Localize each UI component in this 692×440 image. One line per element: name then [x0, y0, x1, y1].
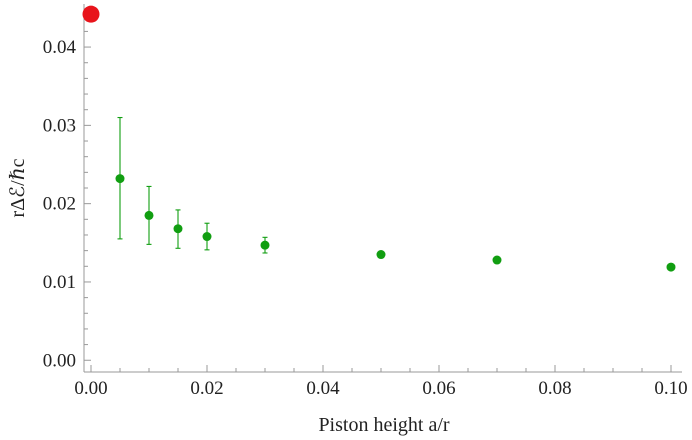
- green-data-point: [376, 250, 386, 260]
- green-data-point: [202, 232, 212, 242]
- x-axis-label: Piston height a/r: [318, 414, 449, 436]
- ticks: [84, 15, 672, 372]
- data-points: [82, 5, 676, 272]
- x-tick-label: 0.04: [306, 378, 340, 399]
- green-data-point: [260, 240, 270, 250]
- tick-labels: 0.00 0.02 0.04 0.06 0.08 0.10 0.00 0.01 0.02 0.03…: [43, 37, 688, 399]
- red-data-point: [82, 5, 100, 23]
- error-bars: [117, 116, 674, 269]
- y-tick-label: 0.01: [43, 272, 76, 293]
- axes: [83, 4, 682, 373]
- y-tick-label: 0.04: [43, 37, 77, 58]
- x-tick-label: 0.10: [654, 378, 687, 399]
- green-data-point: [115, 174, 125, 184]
- y-tick-label: 0.03: [43, 115, 76, 136]
- green-data-point: [144, 210, 154, 220]
- x-tick-label: 0.08: [538, 378, 571, 399]
- y-axis-label: rΔℰ/ℏc: [7, 158, 29, 217]
- green-data-point: [492, 255, 502, 265]
- green-data-point: [666, 262, 676, 272]
- y-tick-label: 0.02: [43, 194, 76, 215]
- x-tick-label: 0.06: [422, 378, 455, 399]
- y-tick-label: 0.00: [43, 350, 76, 371]
- x-tick-label: 0.00: [74, 378, 107, 399]
- x-tick-label: 0.02: [190, 378, 223, 399]
- green-data-point: [173, 224, 183, 234]
